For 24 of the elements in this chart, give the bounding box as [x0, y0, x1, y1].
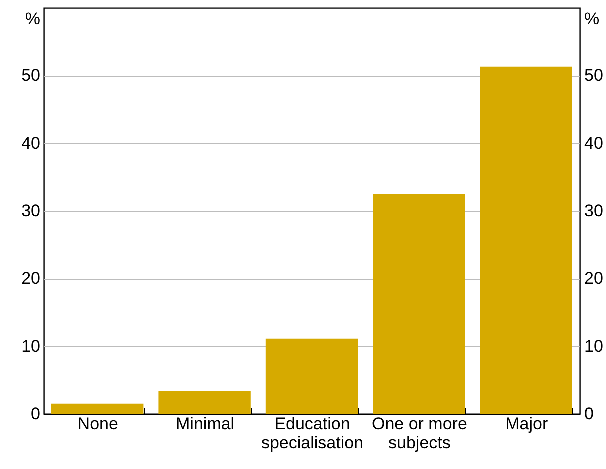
bar	[373, 194, 466, 414]
y-tick-label: 50	[22, 66, 40, 86]
x-tick-label: None	[78, 414, 118, 434]
y2-tick-label: 30	[584, 202, 604, 220]
bar	[266, 338, 358, 414]
y-tick-label: 0	[31, 404, 40, 424]
y2-tick-label: 10	[584, 336, 604, 356]
x-tick-label: Major	[506, 414, 548, 434]
y-axis-title: %	[25, 10, 40, 28]
y2-tick-label: 40	[584, 134, 604, 153]
bar	[52, 404, 144, 414]
bar	[158, 390, 251, 414]
y-tick-label: 40	[22, 134, 40, 153]
y-tick-label: 10	[22, 336, 40, 356]
x-tick-label: Education specialisation	[261, 414, 364, 452]
y2-tick-label: 0	[584, 404, 594, 424]
y2-tick-label: 50	[584, 66, 604, 86]
x-tick-label: One or more subjects	[372, 414, 468, 452]
y2-tick-label: 20	[584, 269, 604, 288]
bar	[480, 66, 572, 414]
x-tick-label: Minimal	[176, 414, 235, 434]
y-tick-label: 30	[22, 202, 40, 220]
y2-axis-title: %	[584, 10, 600, 28]
y-tick-label: 20	[22, 269, 40, 288]
